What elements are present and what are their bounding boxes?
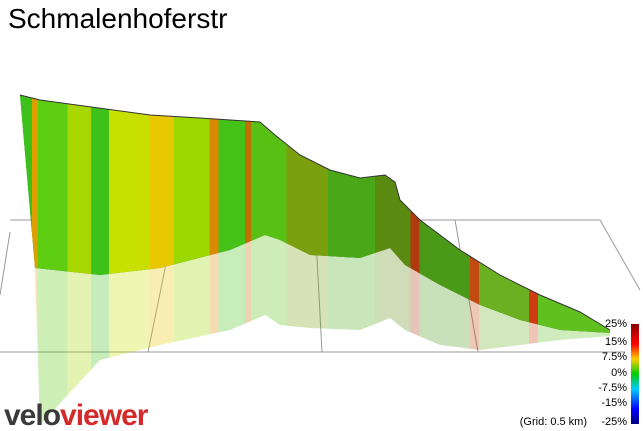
- profile-edge: [19, 94, 611, 331]
- colorbar: [631, 324, 639, 424]
- legend-label: -7.5%: [598, 382, 627, 394]
- legend-label: -25%: [601, 416, 627, 428]
- legend-label: 25%: [605, 318, 627, 330]
- logo-part: viewer: [60, 399, 149, 431]
- legend-label: -15%: [601, 397, 627, 409]
- logo-part: velo: [4, 399, 61, 431]
- grid-note: (Grid: 0.5 km): [520, 416, 587, 428]
- legend: 25% 15% 7.5% 0% -7.5% -15% -25% (Grid: 0…: [520, 318, 627, 428]
- legend-label: 7.5%: [602, 351, 627, 363]
- logo: veloviewer: [4, 399, 149, 431]
- title: Schmalenhoferstr: [8, 3, 227, 34]
- reflection: [35, 235, 610, 425]
- profile-surface: [20, 95, 610, 333]
- legend-label: 15%: [605, 336, 627, 348]
- legend-label: 0%: [611, 367, 627, 379]
